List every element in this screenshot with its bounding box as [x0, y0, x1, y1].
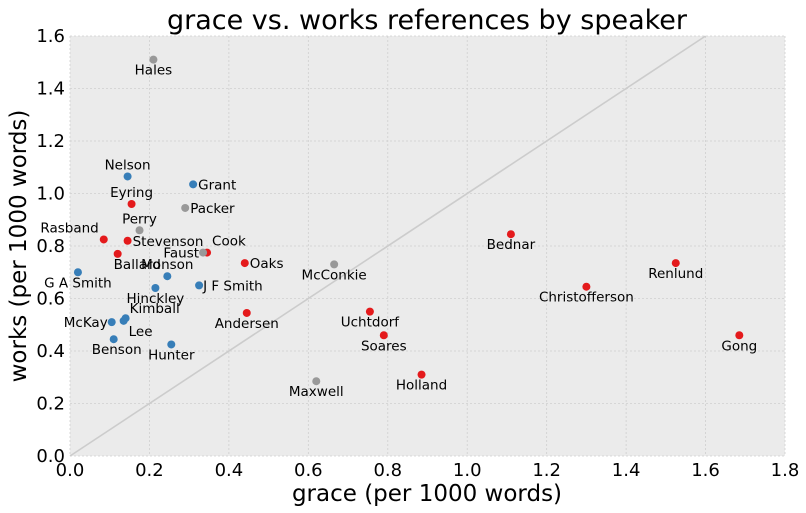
point-label: Bednar	[487, 237, 536, 253]
x-tick-label: 0.0	[56, 460, 85, 481]
point-label: Uchtdorf	[341, 315, 401, 331]
y-tick-label: 0.6	[36, 289, 65, 310]
data-point	[127, 200, 136, 208]
data-point	[123, 172, 132, 181]
point-label: Soares	[361, 338, 407, 354]
point-label: Oaks	[250, 256, 284, 272]
data-point	[109, 335, 118, 344]
data-point	[119, 316, 128, 325]
data-point	[417, 370, 426, 379]
x-tick-label: 1.8	[771, 460, 800, 481]
x-tick-label: 0.4	[215, 460, 244, 481]
data-point	[379, 331, 388, 340]
x-tick-label: 1.4	[612, 460, 641, 481]
data-point	[671, 259, 680, 268]
data-point	[735, 331, 744, 340]
point-label: McKay	[64, 315, 108, 331]
data-point	[181, 203, 190, 212]
point-label: Nelson	[105, 157, 151, 173]
data-point	[135, 226, 144, 235]
data-point	[167, 340, 176, 349]
data-point	[582, 282, 591, 291]
data-point	[195, 281, 204, 290]
y-axis-label: works (per 1000 words)	[6, 110, 32, 383]
point-label: Monson	[141, 257, 193, 273]
point-label: Rasband	[40, 220, 98, 236]
point-label: Lee	[129, 324, 153, 340]
y-tick-label: 0.0	[36, 446, 65, 467]
y-tick-label: 1.0	[36, 184, 65, 205]
data-point	[113, 249, 122, 258]
data-point	[163, 272, 172, 281]
data-point	[330, 260, 339, 269]
point-label: Ballard	[114, 257, 161, 273]
data-points	[73, 55, 744, 386]
chart-title: grace vs. works references by speaker	[167, 5, 688, 36]
data-labels: Hales Nelson Grant Eyring Packer Perry Rasband…	[40, 63, 757, 401]
y-tick-label: 0.4	[36, 341, 65, 362]
point-label: Grant	[198, 177, 236, 193]
point-label: Maxwell	[289, 384, 344, 400]
point-label: Gong	[721, 338, 757, 354]
data-point	[99, 235, 108, 244]
data-point	[365, 307, 374, 316]
grid-lines	[69, 35, 786, 457]
point-label: Perry	[122, 211, 157, 227]
data-point	[240, 259, 249, 268]
data-point	[506, 230, 515, 239]
y-tick-labels: 0.0 0.2 0.4 0.6 0.8 1.0 1.2 1.4 1.6	[36, 26, 65, 467]
y-tick-label: 1.6	[36, 26, 65, 47]
point-label: Cook	[212, 234, 246, 250]
point-label: Christofferson	[539, 290, 634, 306]
y-tick-label: 1.4	[36, 79, 65, 100]
data-point	[123, 236, 132, 245]
point-label: Hinckley	[127, 291, 185, 307]
reference-line	[69, 35, 706, 457]
x-tick-label: 1.0	[453, 460, 482, 481]
y-tick-label: 0.8	[36, 236, 65, 257]
y-tick-label: 1.2	[36, 131, 65, 152]
data-point	[199, 248, 208, 257]
data-point	[312, 377, 321, 386]
x-tick-label: 1.6	[691, 460, 720, 481]
point-label: Hunter	[148, 347, 195, 363]
x-tick-label: 1.2	[532, 460, 561, 481]
point-label: Hales	[135, 63, 173, 79]
point-label: McConkie	[302, 267, 367, 283]
point-label: Eyring	[110, 185, 153, 201]
x-tick-label: 0.6	[294, 460, 323, 481]
data-point	[73, 268, 82, 277]
point-label: G A Smith	[44, 275, 112, 291]
x-tick-label: 0.8	[373, 460, 402, 481]
x-tick-labels: 0.0 0.2 0.4 0.6 0.8 1.0 1.2 1.4 1.6 1.8	[56, 460, 800, 481]
point-label: Stevenson	[133, 234, 204, 250]
point-label: Renlund	[648, 266, 703, 282]
data-point	[149, 55, 158, 64]
data-point	[242, 308, 251, 317]
point-label: Packer	[190, 201, 235, 217]
point-label: Andersen	[215, 316, 279, 332]
point-label: Faust	[163, 246, 199, 262]
y-tick-label: 0.2	[36, 394, 65, 415]
point-label: Kimball	[130, 301, 180, 317]
point-label: Benson	[92, 342, 142, 358]
x-tick-label: 0.2	[135, 460, 164, 481]
data-point	[107, 318, 116, 327]
data-point	[189, 180, 198, 189]
point-label: Holland	[396, 378, 447, 394]
x-axis-label: grace (per 1000 words)	[292, 481, 562, 507]
point-label: J F Smith	[202, 278, 263, 294]
data-point	[151, 284, 160, 292]
